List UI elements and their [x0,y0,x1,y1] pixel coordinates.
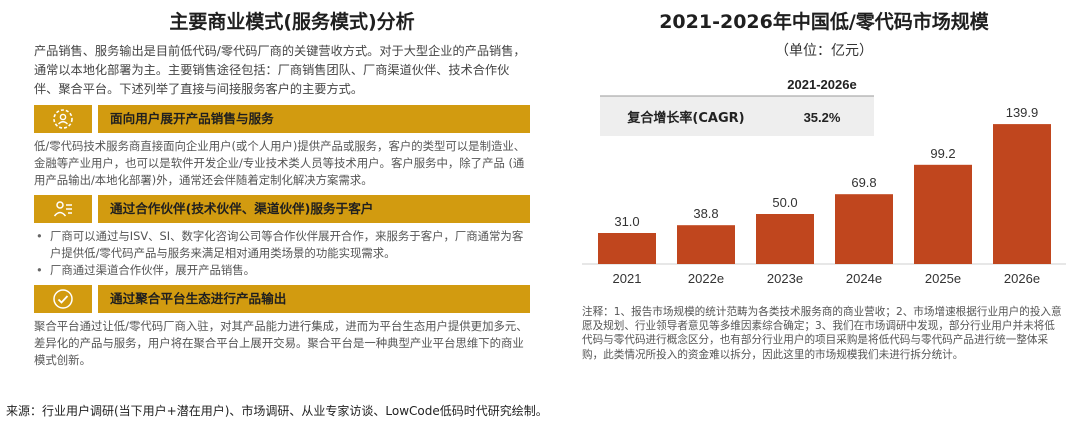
market-size-bar-chart: 2021-2026e 复合增长率(CAGR) 35.2% 31.0 2021 38.… [582,77,1066,286]
chart-title: 2021-2026年中国低/零代码市场规模 [659,11,989,33]
platform-icon [34,285,92,313]
bar-2025e [914,164,972,264]
section-direct-sales-header: 面向用户展开产品销售与服务 [34,105,530,133]
section-direct-sales-text: 低/零代码技术服务商直接面向企业用户(或个人用户)提供产品或服务，客户的类型可以… [34,139,526,187]
x-tick-label-2023e: 2023e [767,271,803,286]
x-tick-label-2024e: 2024e [846,271,882,286]
cagr-value: 35.2% [804,110,841,125]
data-label-2021: 31.0 [614,214,639,229]
gear-people-icon [34,105,92,133]
source-note: 来源：行业用户调研(当下用户+潜在用户)、市场调研、从业专家访谈、LowCode… [6,404,548,418]
data-label-2022e: 38.8 [693,206,718,221]
data-label-2025e: 99.2 [930,146,955,161]
cagr-box [600,96,874,136]
business-model-panel: 主要商业模式(服务模式)分析 产品销售、服务输出是目前低代码/零代码厂商的关键营… [34,6,530,369]
partner-icon [34,195,92,223]
data-label-2023e: 50.0 [772,195,797,210]
bar-2021 [598,233,656,264]
section-platform-header: 通过聚合平台生态进行产品输出 [34,285,530,313]
section-platform-text: 聚合平台通过让低/零代码厂商入驻，对其产品能力进行集成，进而为平台生态用户提供更… [34,319,528,367]
bar-2023e [756,214,814,264]
bar-2024e [835,194,893,264]
chart-subtitle: （单位：亿元） [775,43,873,59]
list-item: 厂商通过渠道合作伙伴，展开产品销售。 [34,262,530,279]
cagr-label: 复合增长率(CAGR) [626,110,744,126]
bar-2026e [993,124,1051,264]
page-title: 主要商业模式(服务模式)分析 [169,11,415,33]
intro-paragraph: 产品销售、服务输出是目前低代码/零代码厂商的关键营收方式。对于大型企业的产品销售… [34,44,526,96]
section-partners-list: 厂商可以通过与ISV、SI、数字化咨询公司等合作伙伴展开合作，来服务于客户，厂商… [34,228,530,279]
section-direct-sales-title: 面向用户展开产品销售与服务 [98,105,530,133]
cagr-period: 2021-2026e [787,77,856,92]
data-label-2024e: 69.8 [851,175,876,190]
market-size-panel: 2021-2026年中国低/零代码市场规模 （单位：亿元） [576,6,1072,60]
x-tick-label-2025e: 2025e [925,271,961,286]
x-tick-label-2026e: 2026e [1004,271,1040,286]
section-platform-title: 通过聚合平台生态进行产品输出 [98,285,530,313]
data-label-2026e: 139.9 [1006,105,1039,120]
chart-footnote: 注释：1、报告市场规模的统计范畴为各类技术服务商的商业营收；2、市场增速根据行业… [582,306,1062,361]
x-tick-label-2022e: 2022e [688,271,724,286]
section-partners-header: 通过合作伙伴(技术伙伴、渠道伙伴)服务于客户 [34,195,530,223]
bar-2022e [677,225,735,264]
section-partners-title: 通过合作伙伴(技术伙伴、渠道伙伴)服务于客户 [98,195,530,223]
x-tick-label-2021: 2021 [613,271,642,286]
list-item: 厂商可以通过与ISV、SI、数字化咨询公司等合作伙伴展开合作，来服务于客户，厂商… [34,228,530,262]
